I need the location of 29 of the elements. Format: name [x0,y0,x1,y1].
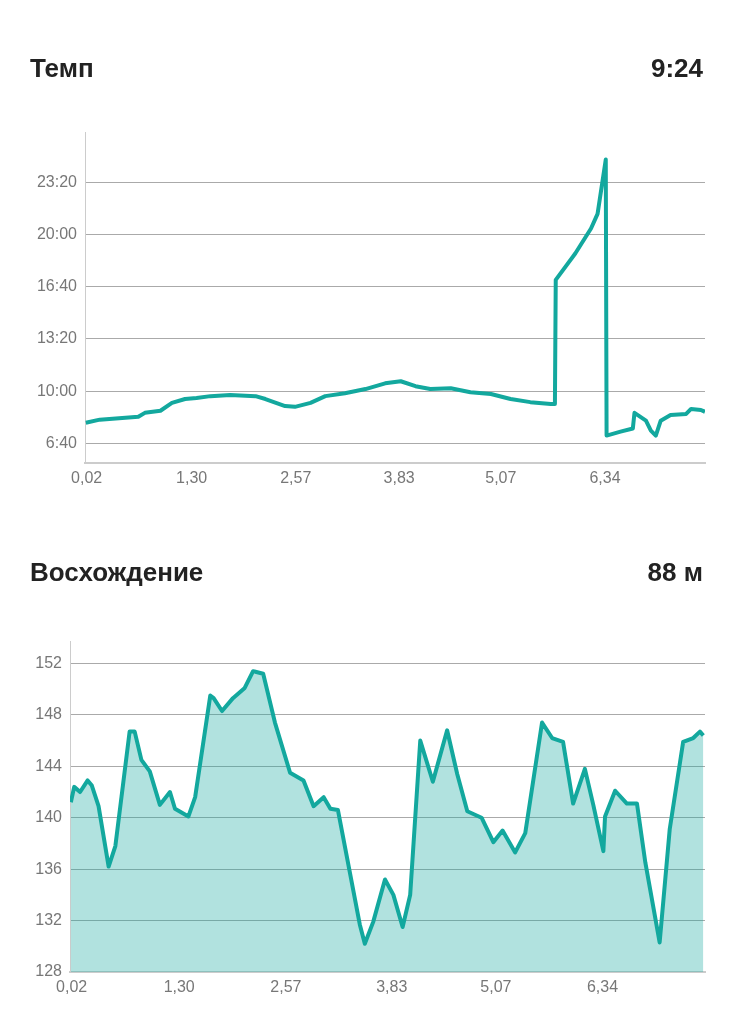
chart-title: Восхождение [30,556,204,588]
y-tick-label: 16:40 [36,277,78,295]
x-tick-label: 5,07 [485,469,517,487]
y-tick-label: 10:00 [36,381,78,399]
x-tick-label: 2,57 [280,469,312,487]
y-tick-label: 20:00 [36,224,78,242]
x-tick-label: 1,30 [163,978,195,996]
x-tick-label: 3,83 [383,469,415,487]
y-tick-label: 140 [35,808,63,826]
y-tick-label: 128 [35,962,63,980]
x-tick-label: 6,34 [589,469,621,487]
x-tick-label: 3,83 [376,978,408,996]
chart-title: Темп [30,52,94,84]
x-tick-label: 1,30 [176,469,208,487]
x-tick-label: 2,57 [270,978,302,996]
y-tick-label: 148 [35,705,63,723]
x-tick-label: 6,34 [586,978,619,996]
text: 88 м [647,556,703,588]
y-tick-label: 23:20 [36,172,78,190]
y-tick-label: 13:20 [36,329,78,347]
x-tick-label: 0,02 [71,469,103,487]
y-tick-label: 132 [35,910,63,928]
x-tick-label: 5,07 [480,978,512,996]
y-tick-label: 136 [35,859,63,877]
y-tick-label: 144 [35,756,63,774]
x-tick-label: 0,02 [56,978,88,996]
y-tick-label: 152 [35,653,63,671]
text: 9:24 [650,52,703,84]
y-tick-label: 6:40 [45,433,78,451]
